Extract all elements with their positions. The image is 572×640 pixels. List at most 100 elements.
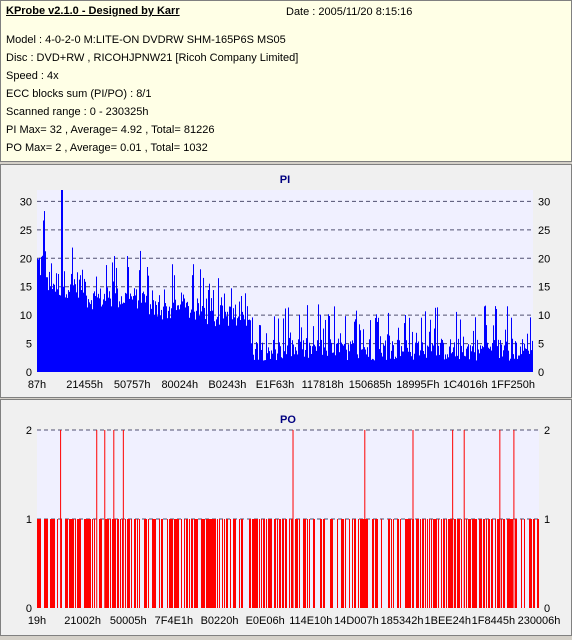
- pi-bar: [365, 349, 366, 372]
- pi-bar: [275, 349, 276, 372]
- pi-bar: [287, 345, 288, 372]
- pi-bar: [350, 341, 351, 372]
- pi-bar: [452, 352, 453, 372]
- pi-bar: [516, 342, 517, 372]
- x-tick-label: E0E06h: [246, 615, 285, 627]
- pi-bar: [450, 339, 451, 372]
- pi-bar: [444, 359, 445, 372]
- pi-bar: [133, 296, 134, 372]
- pi-bar: [297, 354, 298, 372]
- pi-bar: [337, 343, 338, 372]
- x-tick-label: 230006h: [518, 615, 561, 627]
- pi-bar: [525, 348, 526, 372]
- pi-bar: [479, 353, 480, 372]
- pi-bar: [37, 258, 38, 372]
- pi-bar: [223, 318, 224, 372]
- pi-bar: [500, 340, 501, 372]
- pi-bar: [362, 349, 363, 372]
- pi-bar: [291, 356, 292, 372]
- pi-bar: [352, 340, 353, 372]
- pi-bar: [94, 291, 95, 372]
- pi-bar: [141, 302, 142, 372]
- pi-bar: [312, 346, 313, 372]
- pi-bar: [126, 293, 127, 372]
- pi-bar: [136, 289, 137, 372]
- pi-bar: [507, 306, 508, 372]
- x-tick-label: 19h: [28, 615, 46, 627]
- pi-bar: [417, 343, 418, 372]
- pi-bar: [418, 341, 419, 372]
- pi-bar: [129, 298, 130, 372]
- pi-bar: [333, 352, 334, 372]
- x-tick-label: 1BEE24h: [424, 615, 470, 627]
- pi-bar: [307, 305, 308, 372]
- pi-bar: [279, 342, 280, 372]
- pi-bar: [86, 295, 87, 372]
- pi-bar: [186, 302, 187, 372]
- y-tick-label-right: 1: [544, 514, 550, 526]
- pi-bar: [355, 319, 356, 372]
- pi-bar: [78, 297, 79, 372]
- pi-bar: [224, 293, 225, 372]
- pi-bar: [320, 314, 321, 372]
- pi-bar: [456, 311, 457, 372]
- pi-bar: [100, 288, 101, 372]
- pi-bar: [400, 356, 401, 372]
- pi-bar: [349, 351, 350, 372]
- pi-bar: [151, 308, 152, 372]
- scan-info-panel: KProbe v2.1.0 - Designed by Karr Date : …: [0, 0, 572, 162]
- pi-bar: [89, 302, 90, 372]
- pi-bar: [459, 359, 460, 372]
- pi-bar: [169, 306, 170, 372]
- pi-bar: [88, 299, 89, 372]
- pi-bar: [325, 319, 326, 372]
- pi-bar: [367, 347, 368, 372]
- pi-bar: [53, 283, 54, 372]
- pi-bar: [270, 358, 271, 372]
- y-tick-label-right: 5: [538, 339, 544, 351]
- pi-bar: [285, 308, 286, 372]
- pi-bar: [243, 314, 244, 372]
- pi-bar: [166, 306, 167, 372]
- pi-bar: [222, 305, 223, 372]
- pi-bar: [206, 298, 207, 372]
- pi-bar: [293, 344, 294, 372]
- x-tick-label: B0243h: [208, 379, 246, 391]
- pi-bar: [495, 306, 496, 372]
- pi-bar: [303, 340, 304, 372]
- pi-bar: [514, 358, 515, 372]
- pi-bar: [75, 284, 76, 372]
- pi-bar: [289, 337, 290, 372]
- pi-bar: [508, 350, 509, 372]
- pi-bar: [207, 324, 208, 372]
- pi-bar: [394, 359, 395, 372]
- pi-bar: [319, 346, 320, 372]
- pi-bar: [474, 352, 475, 372]
- pi-bar: [182, 301, 183, 372]
- pi-bar: [104, 293, 105, 372]
- pi-bar: [434, 328, 435, 372]
- pi-bar: [48, 290, 49, 372]
- pi-bar: [301, 327, 302, 372]
- pi-bar: [272, 353, 273, 372]
- pi-bar: [448, 357, 449, 372]
- pi-bar: [256, 342, 257, 372]
- pi-bar: [244, 319, 245, 372]
- pi-bar: [262, 342, 263, 372]
- pi-bar: [260, 325, 261, 372]
- pi-bar: [308, 357, 309, 372]
- pi-bar: [92, 309, 93, 372]
- pi-bar: [152, 290, 153, 372]
- pi-bar: [99, 298, 100, 372]
- pi-bar: [345, 316, 346, 372]
- pi-bar: [472, 346, 473, 372]
- pi-bar: [54, 284, 55, 372]
- pi-bar: [334, 306, 335, 372]
- x-tick-label: 114E10h: [289, 615, 332, 627]
- pi-bar: [467, 346, 468, 372]
- pi-bar: [229, 306, 230, 372]
- pi-bar: [250, 320, 251, 372]
- pi-bar: [146, 295, 147, 372]
- pi-bar: [274, 316, 275, 372]
- y-tick-label-left: 25: [20, 225, 32, 237]
